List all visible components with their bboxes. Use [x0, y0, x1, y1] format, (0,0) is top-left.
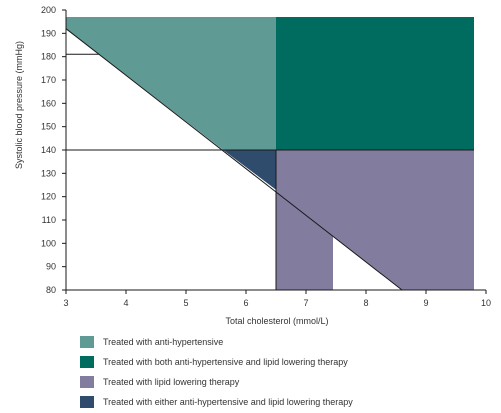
legend-swatch — [80, 356, 94, 368]
y-tick-label: 170 — [41, 75, 56, 85]
x-tick-label: 5 — [183, 298, 188, 308]
x-tick-label: 4 — [123, 298, 128, 308]
reference-lines-layer — [65, 28, 474, 291]
x-tick-label: 6 — [243, 298, 248, 308]
legend-swatch — [80, 376, 94, 388]
y-tick-label: 120 — [41, 192, 56, 202]
x-axis-title: Total cholesterol (mmol/L) — [225, 316, 328, 326]
y-tick-label: 90 — [46, 262, 56, 272]
legend-label: Treated with anti-hypertensive — [103, 337, 224, 347]
x-tick-label: 10 — [481, 298, 491, 308]
legend-item-anti-hypertensive: Treated with anti-hypertensive — [80, 333, 353, 351]
y-tick-label: 160 — [41, 98, 56, 108]
y-tick-label: 190 — [41, 28, 56, 38]
region-0 — [66, 17, 276, 150]
y-tick-label: 150 — [41, 122, 56, 132]
y-tick-label: 180 — [41, 52, 56, 62]
region-1 — [276, 17, 474, 150]
y-tick-label: 130 — [41, 168, 56, 178]
y-tick-label: 110 — [42, 215, 56, 225]
tick-labels-layer: 3 4 5 6 7 8 9 10 80 90 100 110 120 130 140 150 160 170 180… — [41, 5, 491, 308]
x-tick-label: 9 — [423, 298, 428, 308]
region-2 — [276, 150, 474, 290]
x-tick-label: 8 — [363, 298, 368, 308]
legend-item-both-therapies: Treated with both anti-hypertensive and … — [80, 353, 353, 371]
y-tick-label: 140 — [41, 145, 56, 155]
legend-swatch — [80, 396, 94, 408]
reference-line-0 — [65, 28, 403, 291]
legend-label: Treated with lipid lowering therapy — [103, 377, 240, 387]
legend-label: Treated with both anti-hypertensive and … — [103, 357, 348, 367]
chart: 3 4 5 6 7 8 9 10 80 90 100 110 120 130 140 150 160 170 180… — [14, 5, 491, 326]
legend-item-lipid-lowering: Treated with lipid lowering therapy — [80, 373, 353, 391]
y-axis-title: Systolic blood pressure (mmHg) — [14, 41, 24, 169]
legend: Treated with anti-hypertensive Treated w… — [80, 333, 353, 413]
legend-item-either-therapy: Treated with either anti-hypertensive an… — [80, 393, 353, 411]
regions-layer — [66, 17, 474, 290]
x-tick-label: 3 — [63, 298, 68, 308]
y-tick-label: 100 — [41, 238, 56, 248]
region-3 — [223, 150, 276, 190]
y-tick-label: 80 — [46, 285, 56, 295]
legend-label: Treated with either anti-hypertensive an… — [103, 397, 353, 407]
y-tick-label: 200 — [41, 5, 56, 15]
x-tick-label: 7 — [303, 298, 308, 308]
legend-swatch — [80, 336, 94, 348]
